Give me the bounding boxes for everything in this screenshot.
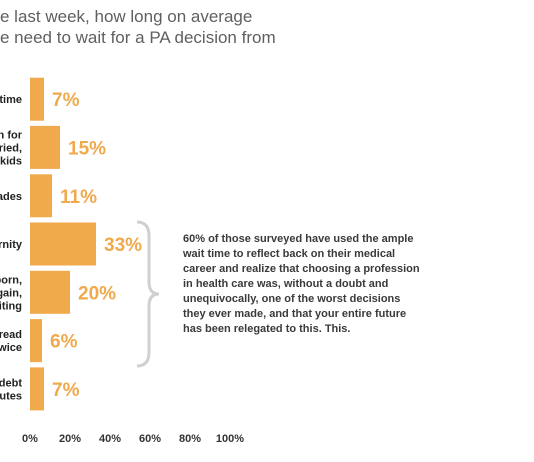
x-tick-label-0: 0% (22, 433, 38, 445)
bar-value-label-6: 7% (52, 380, 80, 401)
x-tick-label-4: 80% (179, 433, 201, 445)
bar-value-label-5: 6% (50, 332, 78, 353)
bar-0 (30, 77, 44, 121)
category-label-5-0: read (0, 329, 22, 341)
category-label-6-0: debt (0, 377, 22, 389)
category-label-5-1: wice (0, 342, 22, 354)
category-label-4-2: iting (0, 300, 22, 312)
chart-title-line-2: e need to wait for a PA decision from (0, 28, 276, 47)
category-label-2-0: ades (0, 191, 22, 203)
category-label-1-1: ried, (0, 142, 22, 154)
bar-2 (30, 174, 52, 218)
chart-title: e last week, how long on average e need … (0, 6, 534, 48)
curly-brace (136, 220, 160, 368)
chart-title-line-1: e last week, how long on average (0, 7, 253, 26)
bar-5 (30, 319, 42, 363)
bar-1 (30, 125, 60, 169)
x-tick-label-2: 40% (99, 433, 121, 445)
category-label-6-1: utes (0, 390, 22, 402)
bar-value-label-1: 15% (68, 138, 106, 159)
x-tick-label-3: 60% (139, 433, 161, 445)
category-label-1-0: n for (0, 129, 23, 141)
category-label-1-2: kids (0, 155, 22, 167)
bar-value-label-2: 11% (60, 187, 97, 208)
bar-6 (30, 367, 44, 411)
bar-3 (30, 222, 96, 266)
bar-value-label-0: 7% (52, 90, 80, 111)
category-label-3-0: rnity (0, 239, 23, 251)
category-label-4-1: gain, (0, 287, 22, 299)
bar-4 (30, 270, 70, 314)
category-label-4-0: born, (0, 274, 22, 286)
bar-value-label-4: 20% (78, 283, 116, 304)
category-label-0-0: time (0, 94, 22, 106)
x-tick-label-5: 100% (216, 433, 244, 445)
bar-value-label-3: 33% (104, 235, 142, 256)
x-tick-label-1: 20% (59, 433, 81, 445)
annotation-note: 60% of those surveyed have used the ampl… (183, 233, 420, 335)
